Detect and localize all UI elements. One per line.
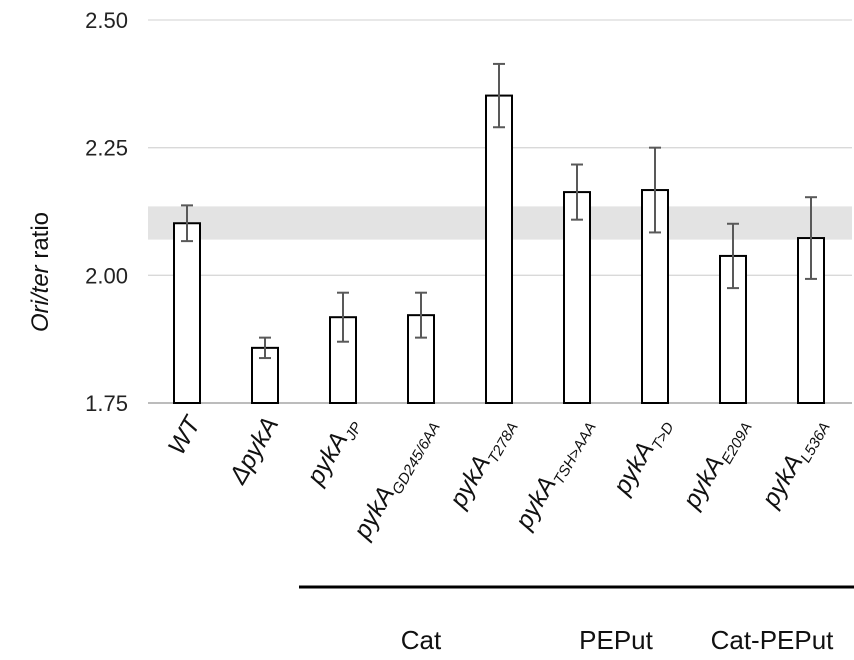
bar	[485, 94, 513, 404]
y-tick-label: 1.75	[85, 391, 128, 416]
y-tick-label: 2.50	[85, 8, 128, 33]
category-label: pykAT278A	[444, 412, 522, 515]
error-bar	[493, 62, 505, 129]
y-axis-label-ter: ter	[27, 264, 54, 293]
group-label: Cat	[401, 625, 442, 655]
bar	[407, 314, 435, 405]
category-label: pykAE209A	[677, 412, 756, 516]
category-label: ΔpykA	[223, 412, 284, 490]
bar	[173, 222, 201, 404]
group-brackets: Cat PEPut Cat-PEPut	[299, 585, 854, 655]
category-label: pykAT>D	[607, 412, 677, 502]
category-label: pykAL536A	[756, 412, 834, 515]
category-label: pykATSH>AAA	[509, 412, 599, 537]
error-bar	[649, 146, 661, 234]
y-tick-label: 2.00	[85, 263, 128, 288]
y-axis-label-ori: Ori	[27, 299, 54, 332]
error-bar	[415, 291, 427, 339]
group-bracket: Cat	[299, 585, 543, 655]
bars	[173, 94, 825, 405]
error-bar	[181, 204, 193, 243]
group-bracket: PEPut	[533, 585, 699, 655]
error-bar	[571, 163, 583, 221]
bar	[563, 191, 591, 404]
y-axis-label-ratio: ratio	[27, 212, 54, 265]
y-axis-label: Ori/ter ratio	[27, 212, 54, 332]
group-label: Cat-PEPut	[711, 625, 835, 655]
group-label: PEPut	[579, 625, 653, 655]
error-bar	[337, 291, 349, 343]
error-bar	[727, 222, 739, 290]
category-label: pykAJP	[301, 412, 366, 492]
y-tick-labels: 1.75 2.00 2.25 2.50	[85, 8, 128, 416]
y-tick-label: 2.25	[85, 136, 128, 161]
group-bracket: Cat-PEPut	[689, 585, 854, 655]
error-bar	[259, 336, 271, 360]
error-bar	[805, 196, 817, 280]
error-bars	[181, 62, 817, 360]
bar	[719, 254, 747, 404]
category-label: WT	[163, 411, 208, 460]
y-axis-label-slash: /	[27, 291, 54, 302]
